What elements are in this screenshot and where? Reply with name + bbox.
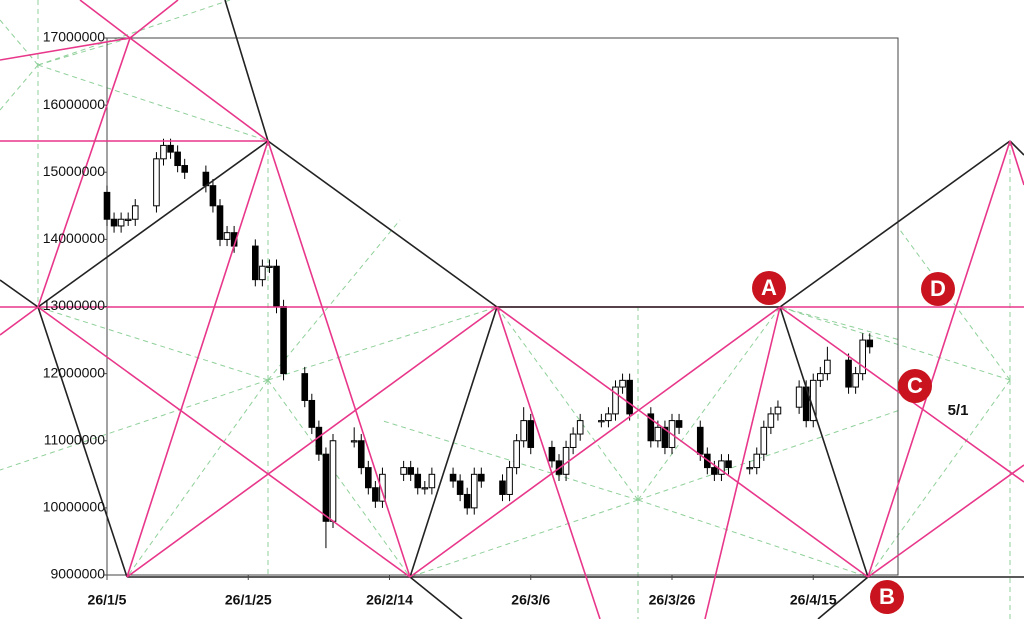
candle-body xyxy=(817,373,824,381)
candle-body xyxy=(223,232,231,240)
candle-body xyxy=(103,191,111,220)
candle-body xyxy=(322,453,330,522)
candle-body xyxy=(379,473,386,502)
candle-body xyxy=(174,151,181,167)
candle-body xyxy=(767,413,775,428)
candle-body xyxy=(661,426,669,448)
candle-body xyxy=(449,473,457,482)
candle-body xyxy=(216,205,224,240)
candle-body xyxy=(654,426,662,442)
y-tick-label: 13000000 xyxy=(43,297,106,313)
candle-body xyxy=(428,473,436,489)
candle-body xyxy=(357,440,365,469)
y-tick-label: 17000000 xyxy=(43,29,106,45)
candle-body xyxy=(478,473,485,482)
candle-body xyxy=(619,379,626,388)
annotation: D xyxy=(930,276,946,301)
candle-body xyxy=(795,386,803,408)
y-tick-label: 11000000 xyxy=(44,431,105,447)
candle-body xyxy=(273,265,280,308)
candle-body xyxy=(612,386,619,415)
candle-body xyxy=(117,218,125,227)
x-tick-label: 26/3/6 xyxy=(511,592,550,608)
candle-body xyxy=(456,480,464,495)
candle-body xyxy=(626,379,633,415)
candle-body xyxy=(372,487,379,502)
candle-body xyxy=(110,218,118,227)
candle-body xyxy=(569,433,577,448)
candle-body xyxy=(852,373,859,388)
candle-body xyxy=(696,426,704,455)
candle-body xyxy=(774,406,782,415)
x-tick-label: 26/1/5 xyxy=(88,592,127,608)
candle-body xyxy=(209,185,217,207)
y-tick-label: 14000000 xyxy=(43,230,106,246)
candle-body xyxy=(513,440,520,469)
candle-body xyxy=(548,446,556,462)
candle-body xyxy=(280,306,287,375)
candle-body xyxy=(463,493,471,509)
candle-body xyxy=(400,467,407,475)
annotation: 5/1 xyxy=(948,402,969,419)
candle-body xyxy=(866,339,874,348)
marker xyxy=(921,272,955,306)
candle-body xyxy=(520,420,527,442)
candle-body xyxy=(711,467,718,475)
candle-body xyxy=(576,420,584,435)
x-tick-label: 26/1/25 xyxy=(225,592,272,608)
candle-body xyxy=(124,218,132,221)
candle-body xyxy=(350,440,358,443)
y-tick-label: 9000000 xyxy=(50,566,105,582)
y-tick-label: 12000000 xyxy=(43,364,106,380)
candle-body xyxy=(308,399,316,428)
candle-body xyxy=(266,265,273,268)
annotation: C xyxy=(907,373,923,398)
candle-body xyxy=(675,420,683,428)
candle-body xyxy=(421,487,429,490)
y-tick-label: 15000000 xyxy=(43,163,106,179)
candle-body xyxy=(753,453,761,469)
candles xyxy=(103,138,874,549)
candle-body xyxy=(725,460,732,469)
marker xyxy=(752,271,786,305)
candle-body xyxy=(824,359,831,375)
annotation: A xyxy=(761,275,777,300)
candle-body xyxy=(259,265,266,281)
candle-body xyxy=(527,420,535,448)
candle-body xyxy=(315,426,323,455)
candle-body xyxy=(167,144,174,153)
candle-body xyxy=(160,144,167,160)
y-tick-label: 16000000 xyxy=(43,96,106,112)
candle-body xyxy=(845,359,852,388)
x-tick-label: 26/2/14 xyxy=(366,592,413,608)
annotation: B xyxy=(879,584,895,609)
candle-body xyxy=(252,245,259,281)
marker xyxy=(898,369,932,403)
candle-body xyxy=(181,165,188,173)
candle-body xyxy=(760,426,768,455)
candle-body xyxy=(329,440,337,522)
x-tick-label: 26/3/26 xyxy=(649,592,696,608)
candle-body xyxy=(499,480,506,495)
x-tick-label: 26/4/15 xyxy=(790,592,837,608)
candle-body xyxy=(414,473,422,489)
marker xyxy=(870,580,904,614)
candle-body xyxy=(407,467,414,475)
candle-body xyxy=(859,339,866,375)
candle-body xyxy=(506,467,513,495)
annotation-markers: A B C D 5/1 xyxy=(752,271,968,614)
candle-body xyxy=(131,205,139,220)
candle-body xyxy=(598,420,605,423)
candle-body xyxy=(153,158,160,207)
y-tick-label: 10000000 xyxy=(43,499,106,515)
candle-body xyxy=(365,467,372,489)
candle-body xyxy=(301,373,309,401)
candle-body xyxy=(746,467,753,470)
candle-body xyxy=(605,413,612,422)
candle-body xyxy=(470,473,478,509)
candle-body xyxy=(647,413,655,442)
